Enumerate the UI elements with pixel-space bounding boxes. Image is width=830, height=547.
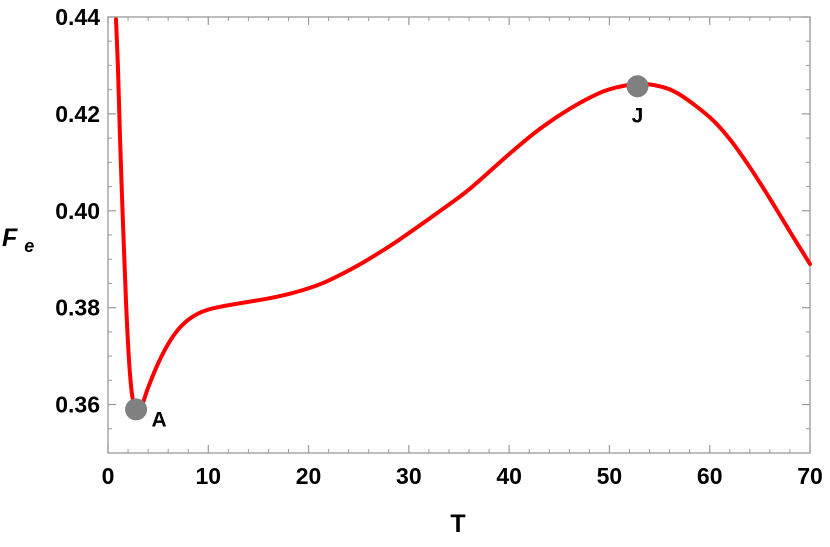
y-tick-label: 0.44 [55, 4, 100, 30]
y-tick-label: 0.36 [55, 392, 100, 418]
y-axis-title: F e [2, 224, 34, 256]
x-tick-label: 20 [296, 463, 322, 489]
y-axis-title-subscript: e [24, 236, 34, 256]
point-j-marker [626, 75, 649, 98]
point-a-marker [125, 398, 148, 421]
x-tick-label: 40 [496, 463, 522, 489]
y-axis-title-main: F [2, 224, 18, 252]
y-tick-label: 0.38 [55, 295, 100, 321]
x-tick-label: 30 [396, 463, 422, 489]
point-a-label: A [151, 408, 166, 431]
x-tick-label: 0 [102, 463, 115, 489]
y-tick-label: 0.40 [55, 198, 100, 224]
x-tick-label: 50 [597, 463, 623, 489]
x-tick-label: 60 [697, 463, 723, 489]
point-j-label: J [632, 104, 644, 127]
y-tick-label: 0.42 [55, 101, 100, 127]
marked-points: AJ [125, 75, 649, 431]
x-axis-title: T [450, 510, 465, 538]
axis-tick-labels: 0 10 20 30 40 50 60 70 0.36 0.38 0.40 0.42 0.44 [55, 4, 823, 489]
x-tick-label: 70 [797, 463, 823, 489]
axis-ticks [107, 16, 811, 454]
x-tick-label: 10 [195, 463, 221, 489]
